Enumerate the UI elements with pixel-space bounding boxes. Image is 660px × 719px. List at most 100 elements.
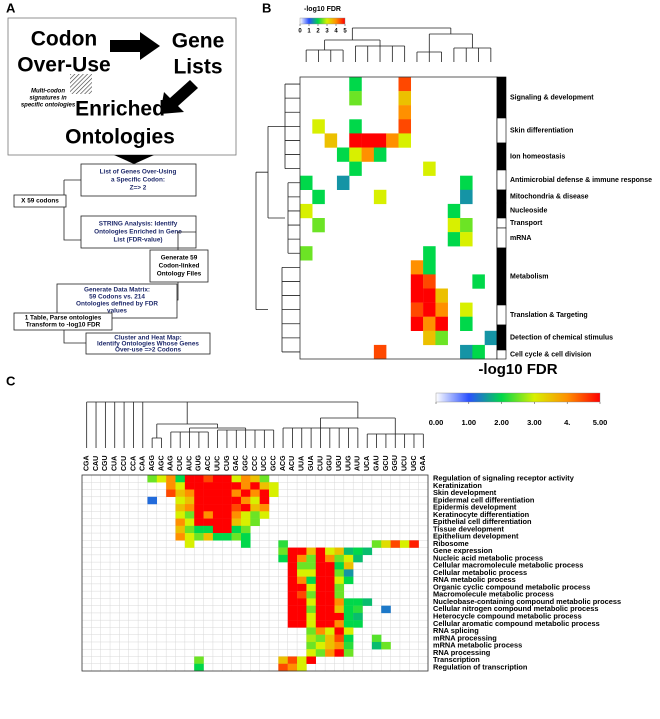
heatmap-cell [334, 562, 345, 570]
heatmap-cell [184, 511, 195, 519]
group-bar [496, 217, 507, 229]
heatmap-cell [297, 547, 307, 556]
heatmap-cell [315, 641, 326, 650]
heatmap-cell [250, 518, 260, 527]
heatmap-cell [203, 525, 214, 534]
heatmap-cell [194, 663, 204, 672]
row-label: Nucleobase-containing compound metabolic… [433, 597, 621, 606]
heatmap-cell [423, 161, 436, 176]
heatmap-cell [325, 591, 335, 599]
heatmap-cell [287, 576, 298, 585]
heatmap-cell [175, 496, 186, 505]
heatmap-cell [166, 475, 176, 483]
heatmap-cell [306, 620, 316, 628]
row-label: Nucleic acid metabolic process [433, 553, 543, 562]
heatmap-cell [334, 634, 345, 643]
heatmap-cell [386, 133, 399, 148]
column-label: UUC [214, 456, 221, 471]
dendrogram [453, 34, 492, 62]
dendrogram [151, 424, 162, 448]
heatmap-cell [447, 203, 461, 219]
row-label: Epidermis development [433, 503, 517, 512]
group-label: Mitochondria & disease [510, 193, 589, 200]
heatmap-cell [175, 518, 186, 527]
heatmap-cell [278, 656, 288, 664]
row-label: Gene expression [433, 546, 493, 555]
dendrogram [217, 428, 275, 448]
colorbar-tick-label: 0 [298, 29, 302, 35]
icon [70, 74, 92, 94]
heatmap-cell [315, 627, 326, 635]
heatmap-cell [194, 504, 204, 512]
step-text: Over-use =>2 Codons [115, 347, 182, 354]
group-label: Transport [510, 220, 543, 227]
column-label: AUC [186, 456, 193, 471]
group-label: Translation & Targeting [510, 312, 588, 319]
step-box [80, 215, 197, 249]
dendrogram [86, 401, 359, 448]
heatmap-cell [315, 576, 326, 585]
heatmap-cell [184, 533, 195, 541]
heatmap-cell [315, 547, 326, 556]
column-label: GAU [373, 455, 380, 471]
heatmap-cell [278, 540, 288, 548]
row-label: mRNA metabolic process [433, 641, 522, 650]
heatmap-cell [315, 634, 326, 643]
column-label: GCU [383, 455, 390, 471]
heatmap-cell [398, 133, 412, 148]
heatmap-cell [398, 119, 412, 134]
heatmap-cell [410, 274, 424, 289]
heatmap-cell [306, 576, 316, 585]
heatmap-cell [325, 641, 335, 650]
step-text: Ontologies Enriched in Gene [94, 229, 182, 236]
group-bar [496, 227, 507, 249]
heatmap-cell [306, 591, 316, 599]
heatmap-cell [306, 605, 316, 614]
dendrogram [267, 125, 285, 219]
heatmap-cell [240, 540, 251, 548]
heatmap-cell [315, 605, 326, 614]
heatmap-cell [287, 656, 298, 664]
heatmap-cell [287, 547, 298, 556]
heatmap-cell [349, 77, 362, 92]
heatmap-cell [297, 591, 307, 599]
heatmap-cell [325, 634, 335, 643]
heatmap-cell [410, 288, 424, 303]
step-text: values [107, 308, 127, 315]
step-text: a Specific Codon: [111, 177, 165, 184]
heatmap-cell [398, 91, 412, 106]
colorbar-tick-label: 5.00 [593, 418, 608, 427]
group-label: Metabolism [510, 273, 549, 280]
row-label: mRNA processing [433, 633, 497, 642]
heatmap-cell [399, 540, 410, 548]
heatmap-cell [315, 598, 326, 606]
arrow [110, 32, 160, 60]
heatmap-cell [300, 246, 313, 261]
group-bar [496, 189, 507, 204]
heatmap-cell [222, 489, 232, 497]
heatmap-cell [334, 583, 345, 592]
heatmap-cell [184, 518, 195, 527]
column-label: GGC [242, 455, 249, 471]
step-box [56, 283, 178, 319]
heatmap-cell [423, 274, 436, 289]
heatmap-cell [361, 147, 375, 162]
step-text: Codon-linked [159, 263, 200, 270]
heatmap-cell [222, 518, 232, 527]
column-label: CCA [130, 456, 137, 471]
group-bar [496, 117, 507, 144]
heatmap-cell [325, 627, 335, 635]
heatmap-cell [240, 489, 251, 497]
row-label: Tissue development [433, 524, 504, 533]
heatmap-cell [297, 598, 307, 606]
heatmap-cell [334, 605, 345, 614]
note: specific ontologies [21, 103, 76, 109]
heatmap-cell [349, 133, 362, 148]
dendrogram [355, 40, 406, 62]
heatmap-cell [435, 316, 448, 331]
heatmap-cell [278, 547, 288, 556]
heatmap-cell [297, 569, 307, 577]
column-label: AGG [149, 455, 156, 472]
heatmap-cell [460, 175, 473, 190]
heatmap-cell [212, 525, 223, 534]
